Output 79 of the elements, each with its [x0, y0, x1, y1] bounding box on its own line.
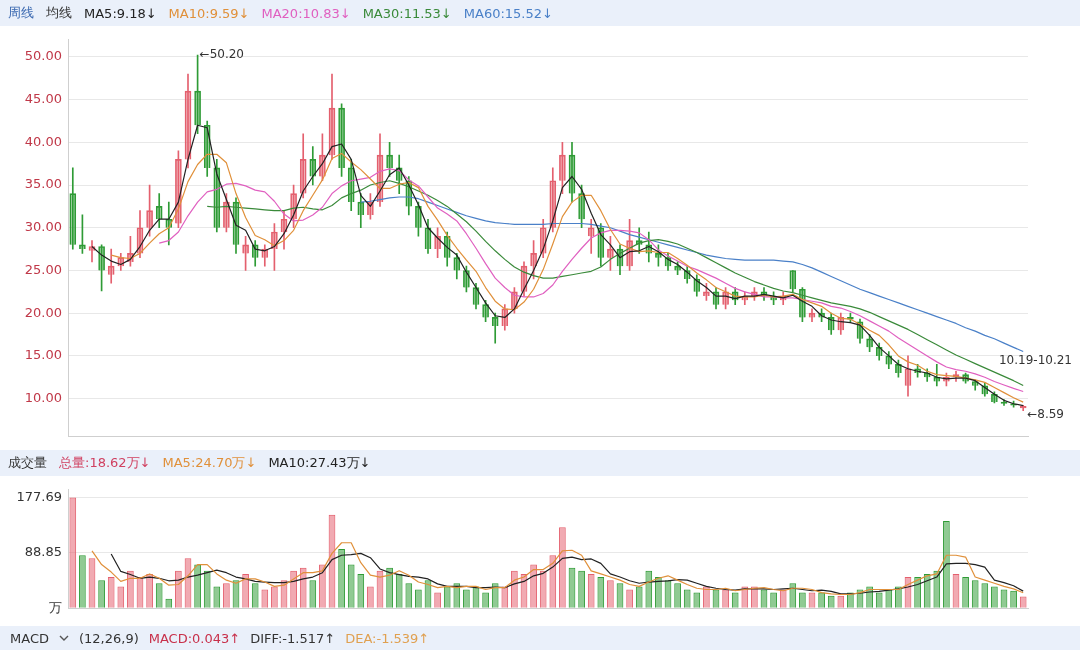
text: DEA:-1.539↑: [345, 630, 430, 646]
text: MA20:10.83↓: [261, 5, 351, 21]
bar: [405, 583, 413, 608]
bar: [597, 577, 605, 608]
bar: [155, 583, 163, 608]
y-tick-label: 25.00: [24, 261, 62, 277]
bar: [347, 564, 355, 608]
bar: [827, 595, 835, 608]
annotation: 10.19-10.21: [998, 352, 1072, 367]
y-tick-label: 35.00: [24, 176, 62, 192]
bar: [770, 592, 777, 608]
bar: [251, 583, 259, 608]
bar: [261, 589, 269, 608]
bar: [635, 586, 643, 608]
y-tick-label: 88.85: [24, 544, 62, 560]
bar: [837, 595, 845, 608]
text: MA5:24.70万↓: [162, 454, 257, 472]
bar: [107, 577, 115, 608]
bar: [69, 497, 77, 608]
bar: [693, 592, 701, 608]
text: MA10:9.59↓: [168, 5, 250, 21]
text: 总量:18.62万↓: [59, 454, 151, 472]
bar: [357, 573, 365, 608]
bar: [962, 577, 969, 608]
bar: [98, 580, 105, 608]
bar: [587, 573, 595, 608]
bar: [1010, 590, 1017, 608]
bar: [799, 592, 806, 608]
y-tick-label: 40.00: [24, 133, 62, 149]
text: MACD: [10, 630, 49, 646]
bar: [223, 583, 230, 608]
bar: [607, 580, 614, 608]
bar: [731, 592, 739, 608]
text: MACD:0.043↑: [148, 630, 241, 646]
text: MA5:9.18↓: [84, 5, 157, 21]
y-tick-label: 177.69: [16, 488, 62, 504]
y-tick-label: 10.00: [24, 389, 62, 405]
bar: [213, 586, 221, 608]
y-tick-label: 20.00: [24, 304, 62, 320]
chart-title: 周线: [8, 4, 34, 22]
bar: [338, 549, 345, 608]
y-tick-label: 45.00: [24, 90, 62, 106]
text: (12,26,9): [78, 630, 139, 646]
bar: [991, 586, 998, 608]
text: MA60:15.52↓: [463, 5, 553, 21]
y-tick-label: 15.00: [24, 347, 62, 363]
annotation: ←50.20: [199, 47, 245, 62]
bar: [79, 555, 86, 608]
bar: [539, 570, 547, 608]
bar: [482, 592, 489, 608]
y-tick-label: 30.00: [24, 219, 62, 235]
bar: [971, 580, 979, 608]
bar: [626, 589, 633, 608]
bar: [981, 583, 989, 608]
bar: [875, 592, 883, 608]
legend-title: 均线: [46, 4, 72, 22]
legend-title: 成交量: [8, 454, 47, 472]
text: MA10:27.43万↓: [268, 454, 371, 472]
bar: [117, 586, 125, 608]
bar: [434, 592, 441, 608]
bar: [674, 583, 681, 608]
annotation: ←8.59: [1027, 406, 1064, 421]
text: DIFF:-1.517↑: [250, 630, 336, 646]
bar: [396, 574, 402, 608]
bar: [444, 587, 450, 608]
bar: [415, 589, 422, 608]
bar: [203, 570, 211, 608]
bar: [818, 592, 825, 608]
bar: [578, 570, 585, 608]
bar: [722, 589, 729, 608]
bar: [367, 586, 374, 608]
bar: [463, 589, 470, 608]
text: MA30:11.53↓: [362, 5, 452, 21]
bar: [683, 589, 691, 608]
bar: [271, 586, 278, 608]
bar: [309, 580, 317, 608]
y-tick-label: 万: [49, 599, 62, 615]
bar: [645, 570, 653, 608]
y-tick-label: 50.00: [24, 48, 62, 64]
